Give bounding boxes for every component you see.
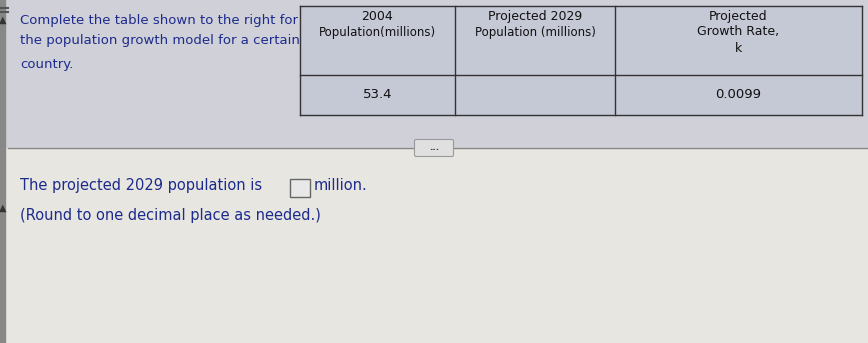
Text: Population(millions): Population(millions)	[319, 26, 436, 39]
Text: million.: million.	[314, 178, 368, 193]
Text: ▲: ▲	[0, 203, 7, 213]
Text: country.: country.	[20, 58, 74, 71]
FancyBboxPatch shape	[415, 140, 453, 156]
Text: 53.4: 53.4	[363, 88, 392, 102]
Text: 0.0099: 0.0099	[715, 88, 761, 102]
Text: (Round to one decimal place as needed.): (Round to one decimal place as needed.)	[20, 208, 321, 223]
Text: k: k	[735, 42, 742, 55]
Text: ...: ...	[429, 143, 439, 153]
Text: The projected 2029 population is: The projected 2029 population is	[20, 178, 262, 193]
Text: ▲: ▲	[0, 15, 7, 25]
Bar	[300, 6, 862, 115]
Text: the population growth model for a certain: the population growth model for a certai…	[20, 34, 299, 47]
Text: Projected 2029: Projected 2029	[488, 10, 582, 23]
Text: Complete the table shown to the right for: Complete the table shown to the right fo…	[20, 14, 298, 27]
Bar	[0, 0, 5, 343]
Text: Population (millions): Population (millions)	[475, 26, 595, 39]
Text: Growth Rate,: Growth Rate,	[697, 25, 779, 38]
Bar	[0, 148, 868, 343]
Bar	[290, 179, 310, 197]
Bar	[0, 0, 868, 148]
Text: 2004: 2004	[362, 10, 393, 23]
Text: Projected: Projected	[709, 10, 768, 23]
